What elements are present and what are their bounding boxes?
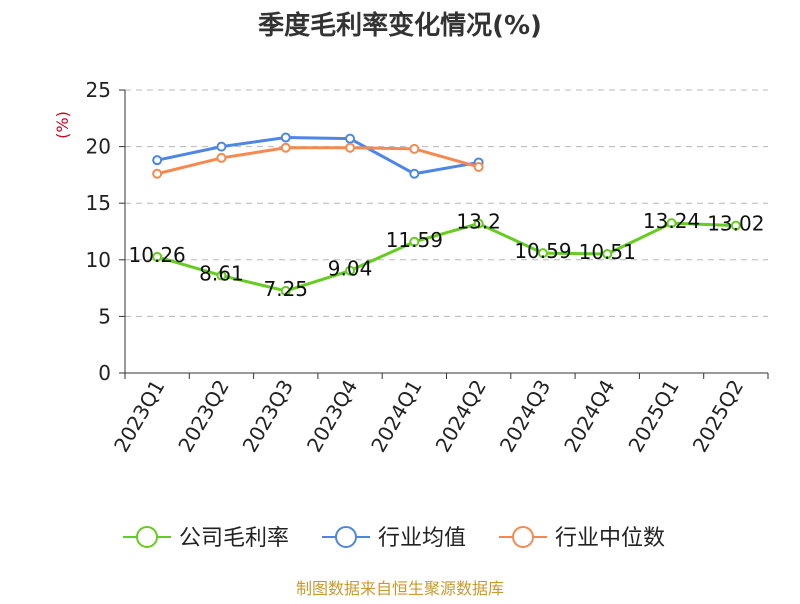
data-label: 10.59 (514, 239, 571, 263)
data-point (666, 218, 677, 229)
data-label: 9.04 (328, 257, 373, 281)
data-labels: 10.26 8.61 7.25 9.04 11.59 13.2 10.59 10.51 13.2… (129, 209, 765, 301)
data-label: 7.25 (263, 277, 308, 301)
legend-marker-2 (512, 526, 534, 548)
data-point (409, 168, 420, 179)
data-point (152, 168, 163, 179)
x-tick-label: 2024Q2 (431, 376, 491, 457)
series-line-0 (156, 221, 736, 293)
data-label: 10.51 (579, 240, 636, 264)
y-tick-label: 15 (86, 191, 111, 215)
x-tick-label: 2024Q1 (366, 376, 426, 457)
data-label: 13.24 (643, 209, 700, 233)
legend-marker-1 (335, 526, 357, 548)
data-label: 11.59 (386, 228, 443, 252)
x-tick-label: 2025Q2 (688, 376, 748, 457)
data-point (280, 285, 291, 296)
legend-label: 行业均值 (378, 526, 466, 551)
y-tick-label: 10 (86, 248, 111, 272)
legend-label: 行业中位数 (555, 526, 665, 551)
data-point (152, 155, 163, 166)
data-label: 10.26 (129, 243, 186, 267)
data-point (280, 132, 291, 143)
y-axis-unit-label: (%) (53, 111, 72, 139)
legend-marker-0 (136, 526, 158, 548)
data-label: 8.61 (199, 262, 244, 286)
data-point (345, 265, 356, 276)
x-tick-label: 2023Q4 (302, 376, 362, 457)
y-tick-label: 5 (98, 304, 111, 328)
data-point (216, 141, 227, 152)
x-tick-label: 2024Q4 (559, 376, 619, 457)
data-point (409, 143, 420, 154)
data-point (216, 270, 227, 281)
chart-title: 季度毛利率变化情况(%) (258, 10, 542, 41)
data-point (409, 236, 420, 247)
x-tick-label: 2023Q2 (173, 376, 233, 457)
y-tick-label: 25 (86, 78, 111, 102)
data-point (537, 248, 548, 259)
data-label: 13.2 (456, 210, 501, 234)
data-point (216, 152, 227, 163)
x-tick-label: 2023Q1 (109, 376, 169, 457)
data-point (730, 220, 741, 231)
legend-label: 公司毛利率 (179, 526, 289, 551)
data-point (345, 133, 356, 144)
data-point (473, 218, 484, 229)
data-point (602, 249, 613, 260)
grid-lines (125, 89, 768, 317)
x-tick-label: 2023Q3 (238, 376, 298, 457)
x-tick-label: 2024Q3 (495, 376, 555, 457)
source-note: 制图数据来自恒生聚源数据库 (296, 579, 504, 598)
x-tick-label: 2025Q1 (623, 376, 683, 457)
data-point (345, 142, 356, 153)
y-tick-label: 0 (98, 361, 111, 385)
data-point (280, 142, 291, 153)
series-lines (152, 132, 741, 296)
series-line-1 (156, 136, 479, 176)
data-point (152, 251, 163, 262)
y-tick-label: 20 (86, 135, 111, 159)
series-line-2 (156, 146, 480, 176)
legend: 公司毛利率 行业均值 行业中位数 (123, 526, 665, 551)
data-label: 13.02 (707, 212, 764, 236)
data-point (473, 161, 484, 172)
